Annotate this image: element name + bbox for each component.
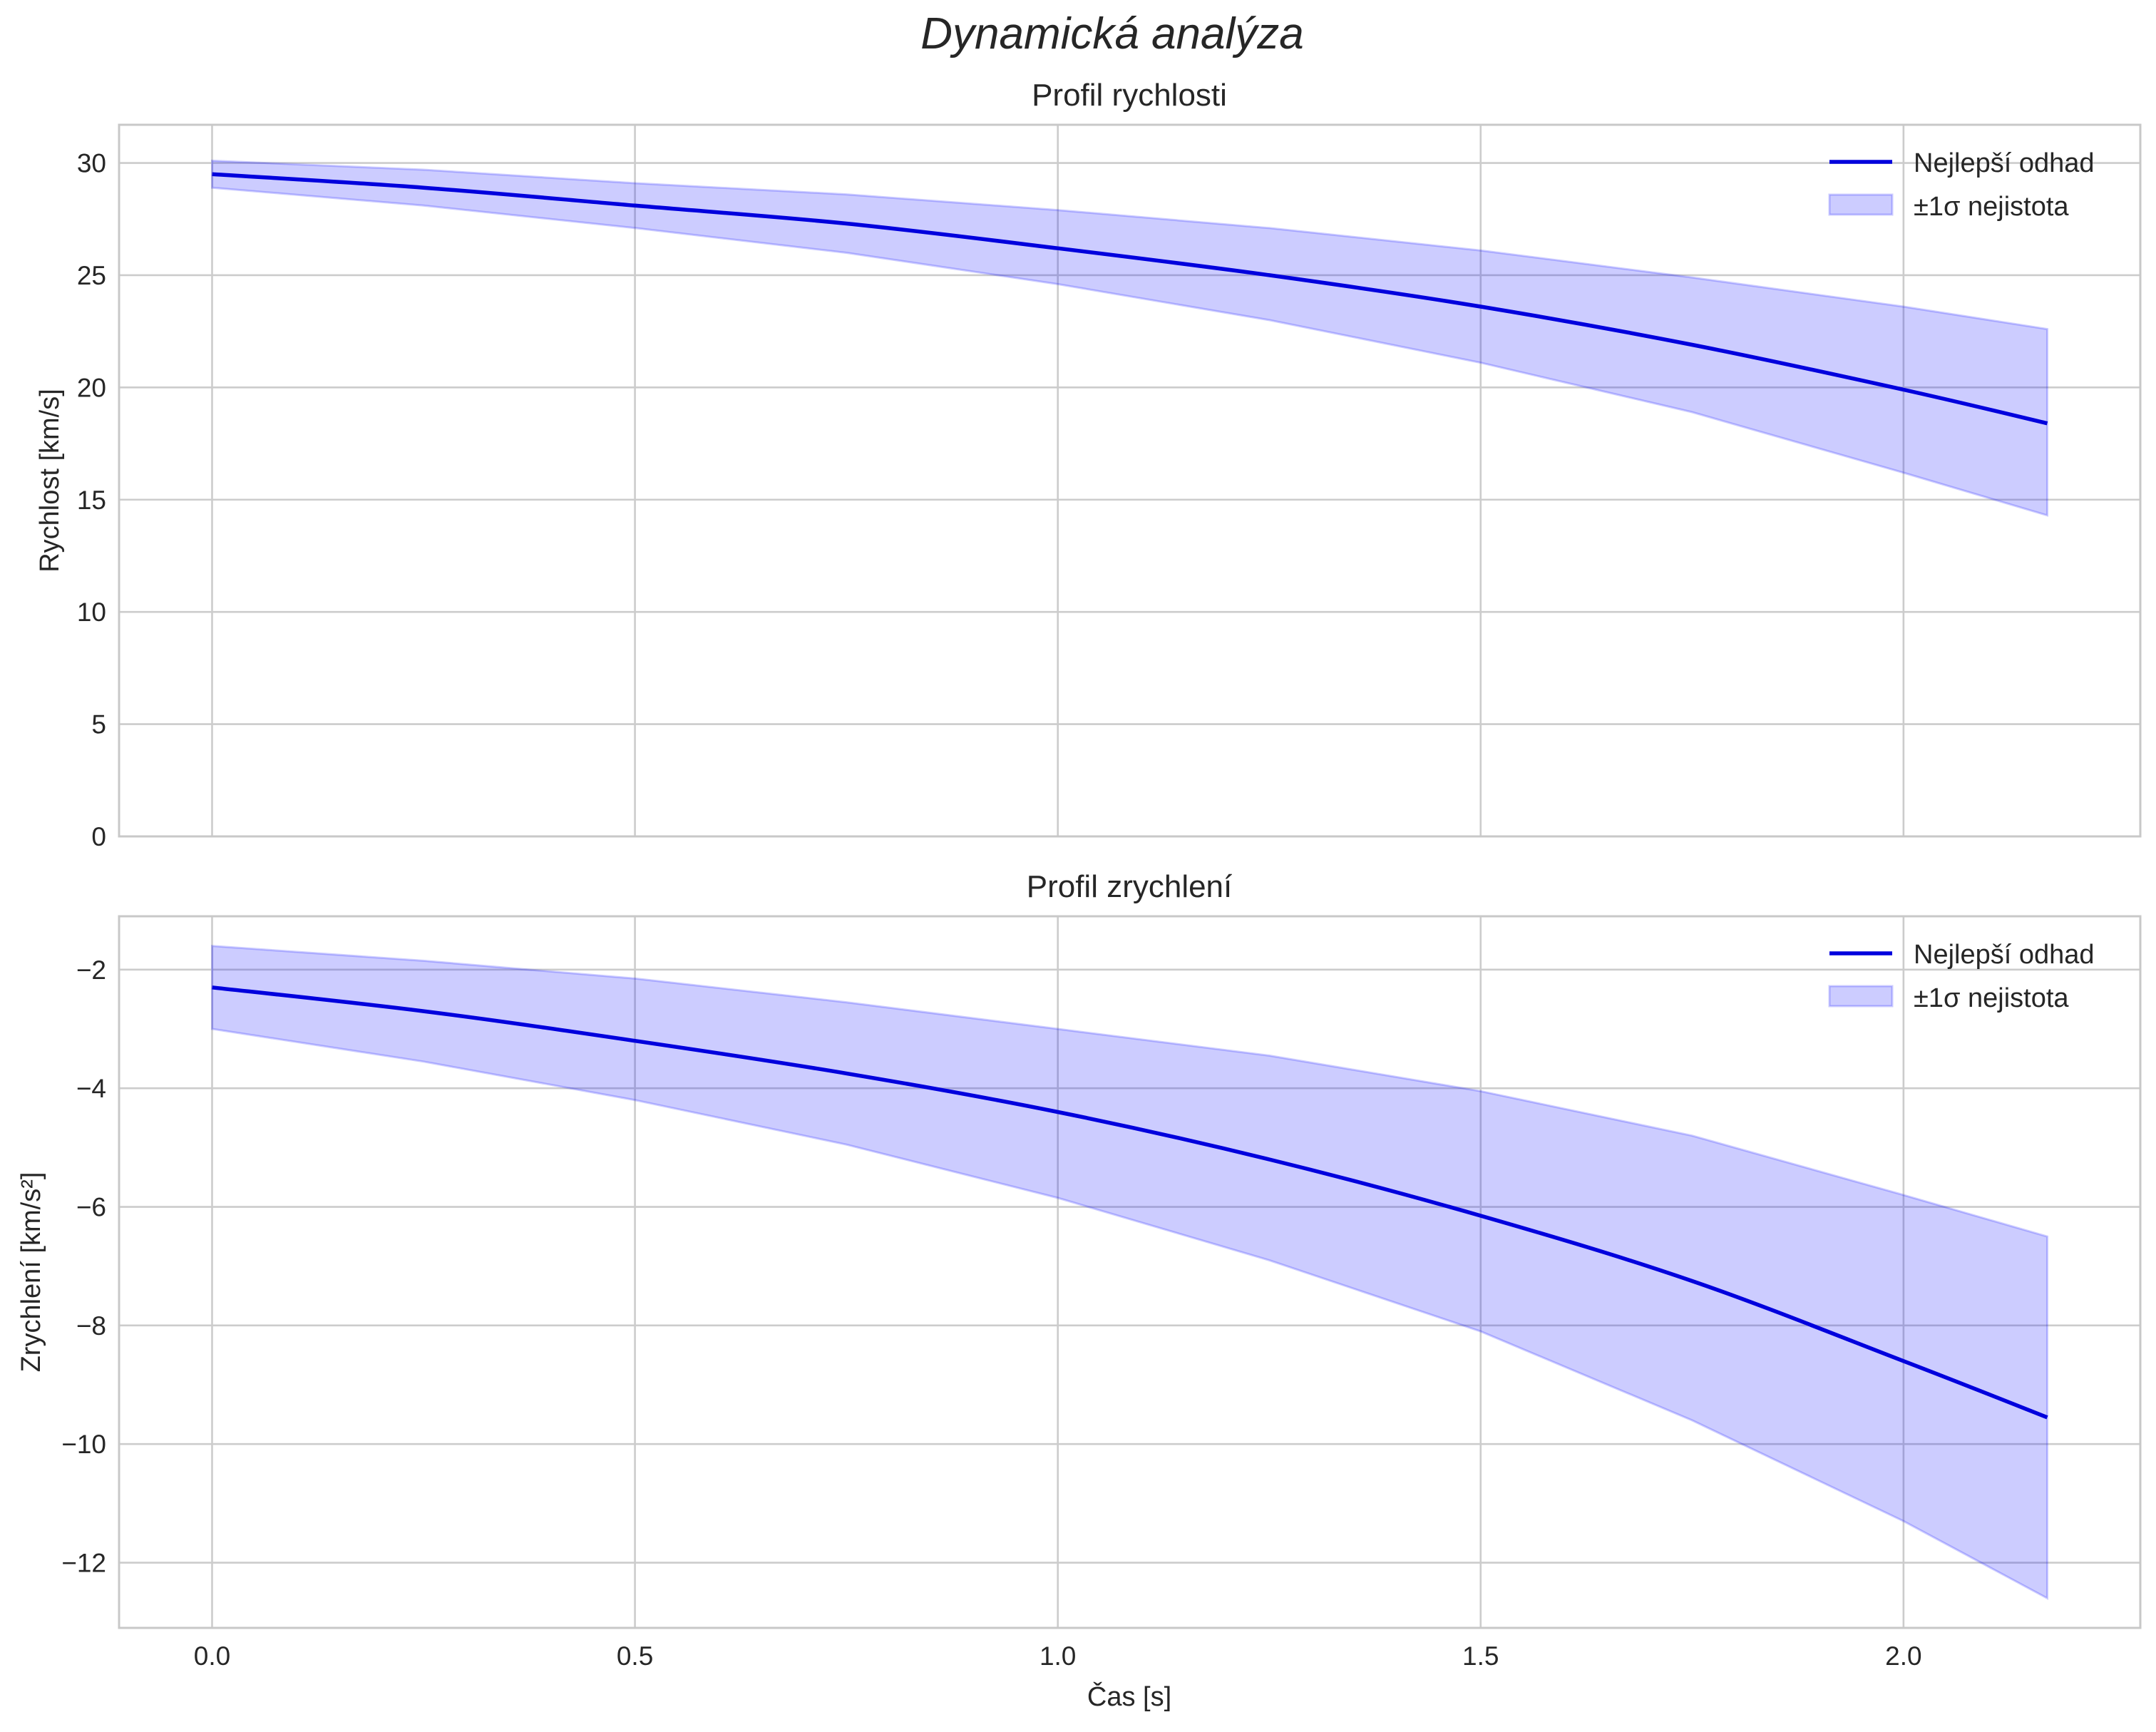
velocity-plot-frame xyxy=(118,123,2142,838)
figure-suptitle: Dynamická analýza xyxy=(920,9,1304,58)
velocity-best-estimate-line xyxy=(212,172,2048,426)
velocity-y-tick-label: 0 xyxy=(91,822,106,851)
velocity-y-tick-label: 20 xyxy=(77,373,106,402)
velocity-legend-band-swatch xyxy=(1828,193,1894,216)
velocity-legend: Nejlepší odhad ±1σ nejistota xyxy=(1828,148,2095,222)
acceleration-panel-title: Profil zrychlení xyxy=(1027,869,1233,904)
velocity-panel: Profil rychlosti 0 5 10 15 20 25 30 Rychlost [… xyxy=(35,78,2142,851)
acceleration-legend-best-estimate: Nejlepší odhad xyxy=(1914,940,2095,970)
time-x-tick-label: 2.0 xyxy=(1885,1641,1921,1671)
velocity-uncertainty-band xyxy=(211,159,2048,517)
acceleration-panel: Profil zrychlení −12 −10 −8 −6 −4 −2 0.0 0.5 1.… xyxy=(16,869,2142,1712)
velocity-y-tick-label: 25 xyxy=(77,261,106,290)
time-x-tick-label: 1.5 xyxy=(1462,1641,1499,1671)
acceleration-plot-frame xyxy=(118,915,2142,1629)
time-x-ticks: 0.0 0.5 1.0 1.5 2.0 xyxy=(194,1641,1922,1671)
time-x-tick-label: 0.5 xyxy=(617,1641,653,1671)
time-x-tick-label: 0.0 xyxy=(194,1641,230,1671)
velocity-panel-title: Profil rychlosti xyxy=(1032,78,1227,113)
velocity-legend-uncertainty: ±1σ nejistota xyxy=(1914,192,2069,222)
velocity-legend-best-estimate: Nejlepší odhad xyxy=(1914,148,2095,178)
velocity-data xyxy=(211,159,2048,517)
acceleration-y-axis-label: Zrychlení [km/s²] xyxy=(16,1172,46,1373)
acceleration-y-ticks: −12 −10 −8 −6 −4 −2 xyxy=(61,955,106,1578)
velocity-y-tick-label: 30 xyxy=(77,149,106,178)
acceleration-best-estimate-line xyxy=(212,985,2048,1420)
velocity-y-tick-label: 15 xyxy=(77,486,106,515)
acceleration-legend-uncertainty: ±1σ nejistota xyxy=(1914,983,2069,1013)
acceleration-grid xyxy=(119,916,2140,1628)
acceleration-y-tick-label: −10 xyxy=(61,1430,106,1459)
acceleration-y-tick-label: −2 xyxy=(76,955,106,985)
acceleration-legend: Nejlepší odhad ±1σ nejistota xyxy=(1828,940,2095,1013)
acceleration-data xyxy=(211,944,2048,1600)
velocity-y-tick-label: 10 xyxy=(77,598,106,627)
acceleration-legend-band-swatch xyxy=(1828,985,1894,1008)
acceleration-y-tick-label: −8 xyxy=(76,1311,106,1341)
acceleration-y-tick-label: −12 xyxy=(61,1549,106,1578)
time-x-tick-label: 1.0 xyxy=(1040,1641,1076,1671)
velocity-y-axis-label: Rychlost [km/s] xyxy=(35,389,65,573)
time-x-axis-label: Čas [s] xyxy=(1087,1681,1171,1712)
acceleration-y-tick-label: −6 xyxy=(76,1193,106,1222)
velocity-y-tick-label: 5 xyxy=(91,710,106,739)
acceleration-uncertainty-band xyxy=(211,944,2048,1600)
acceleration-y-tick-label: −4 xyxy=(76,1074,106,1103)
velocity-y-ticks: 0 5 10 15 20 25 30 xyxy=(77,149,106,851)
